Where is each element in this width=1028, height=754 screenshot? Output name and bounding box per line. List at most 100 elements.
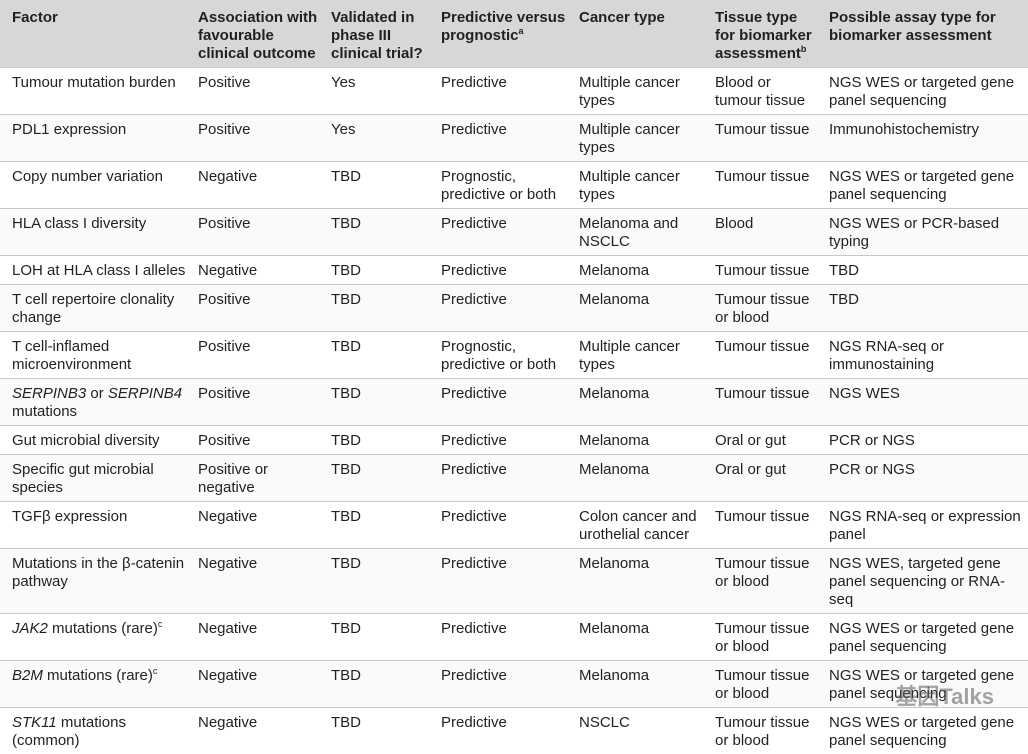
table-cell: JAK2 mutations (rare)c — [0, 614, 192, 661]
table-cell: NGS RNA-seq or immunostaining — [823, 332, 1028, 379]
table-cell: TBD — [325, 379, 435, 426]
table-cell: Tumour tissue — [709, 379, 823, 426]
table-cell: Positive — [192, 115, 325, 162]
table-cell: Melanoma and NSCLC — [573, 209, 709, 256]
table-cell: SERPINB3 or SERPINB4 mutations — [0, 379, 192, 426]
table-cell: NGS RNA-seq or expression panel — [823, 502, 1028, 549]
footnote-mark: c — [158, 619, 163, 629]
table-cell: Positive — [192, 426, 325, 455]
watermark: 基因Talks — [895, 679, 994, 711]
table-cell: Blood — [709, 209, 823, 256]
table-cell: TBD — [325, 285, 435, 332]
table-cell: Multiple cancer types — [573, 332, 709, 379]
table-cell: TBD — [325, 614, 435, 661]
table-cell: Multiple cancer types — [573, 68, 709, 115]
table-cell: TBD — [325, 162, 435, 209]
table-cell: TBD — [325, 708, 435, 754]
table-cell: Tumour tissue or blood — [709, 708, 823, 754]
table-cell: T cell-inflamed microenvironment — [0, 332, 192, 379]
text-segment: SERPINB3 — [12, 385, 86, 402]
column-header: Validated in phase III clinical trial? — [325, 0, 435, 68]
table-cell: TBD — [325, 661, 435, 708]
text-segment: JAK2 — [12, 620, 48, 637]
table-cell: Blood or tumour tissue — [709, 68, 823, 115]
table-cell: NGS WES, targeted gene panel sequencing … — [823, 549, 1028, 614]
table-cell: Tumour tissue — [709, 115, 823, 162]
table-cell: Gut microbial diversity — [0, 426, 192, 455]
table-cell: NGS WES or targeted gene panel sequencin… — [823, 68, 1028, 115]
table-cell: Yes — [325, 68, 435, 115]
table-cell: Prognostic, predictive or both — [435, 332, 573, 379]
text-segment: mutations — [12, 403, 77, 420]
table-cell: Melanoma — [573, 661, 709, 708]
footnote-mark: c — [153, 666, 158, 676]
footnote-mark: b — [801, 44, 807, 54]
table-cell: TBD — [325, 549, 435, 614]
table-cell: Melanoma — [573, 426, 709, 455]
text-segment: or — [86, 385, 108, 402]
table-cell: Predictive — [435, 426, 573, 455]
table-cell: Tumour tissue or blood — [709, 614, 823, 661]
table-cell: Predictive — [435, 661, 573, 708]
table-cell: STK11 mutations (common) — [0, 708, 192, 754]
table-cell: Negative — [192, 256, 325, 285]
table-cell: Predictive — [435, 379, 573, 426]
column-header: Association with favourable clinical out… — [192, 0, 325, 68]
table-cell: Tumour tissue — [709, 332, 823, 379]
table-cell: PCR or NGS — [823, 426, 1028, 455]
table-cell: TBD — [325, 455, 435, 502]
table-cell: Negative — [192, 502, 325, 549]
column-header: Factor — [0, 0, 192, 68]
table-cell: Predictive — [435, 115, 573, 162]
table-cell: Negative — [192, 549, 325, 614]
text-segment: Tissue type for biomarker assessment — [715, 9, 812, 62]
table-cell: Tumour tissue or blood — [709, 285, 823, 332]
table-cell: NGS WES or targeted gene panel sequencin… — [823, 708, 1028, 754]
table-cell: Immunohistochemistry — [823, 115, 1028, 162]
table-cell: Prognostic, predictive or both — [435, 162, 573, 209]
table-cell: Predictive — [435, 708, 573, 754]
table-cell: Melanoma — [573, 455, 709, 502]
text-segment: mutations (rare) — [43, 667, 153, 684]
table-cell: NGS WES — [823, 379, 1028, 426]
table-cell: Negative — [192, 162, 325, 209]
text-segment: SERPINB4 — [108, 385, 182, 402]
table-cell: PCR or NGS — [823, 455, 1028, 502]
table-cell: Specific gut microbial species — [0, 455, 192, 502]
text-segment: Predictive versus prognostic — [441, 9, 565, 44]
table-cell: Predictive — [435, 256, 573, 285]
table-cell: Tumour tissue or blood — [709, 549, 823, 614]
table-cell: Mutations in the β-catenin pathway — [0, 549, 192, 614]
table-cell: Copy number variation — [0, 162, 192, 209]
table-cell: Negative — [192, 708, 325, 754]
table-cell: Tumour tissue — [709, 502, 823, 549]
column-header: Possible assay type for biomarker assess… — [823, 0, 1028, 68]
table-cell: Positive or negative — [192, 455, 325, 502]
table-cell: Predictive — [435, 502, 573, 549]
table-cell: NSCLC — [573, 708, 709, 754]
table-cell: Positive — [192, 209, 325, 256]
table-cell: NGS WES or targeted gene panel sequencin… — [823, 162, 1028, 209]
table-cell: PDL1 expression — [0, 115, 192, 162]
table-cell: Melanoma — [573, 256, 709, 285]
table-cell: TBD — [823, 285, 1028, 332]
table-cell: TBD — [823, 256, 1028, 285]
table-cell: Melanoma — [573, 549, 709, 614]
table-cell: Melanoma — [573, 614, 709, 661]
table-cell: Predictive — [435, 614, 573, 661]
